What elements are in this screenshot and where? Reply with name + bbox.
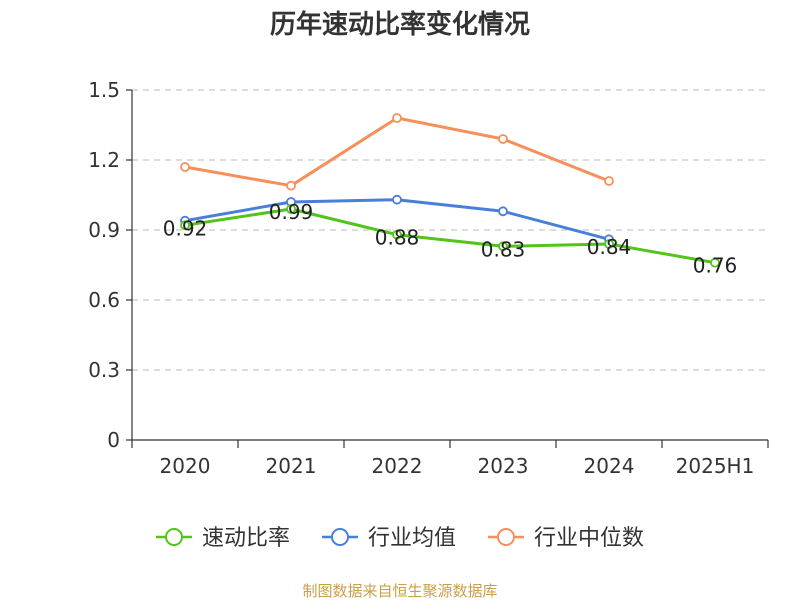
data-point [286, 204, 296, 214]
data-label: 0.88 [375, 226, 420, 250]
source-note: 制图数据来自恒生聚源数据库 [302, 582, 497, 600]
legend-swatch-marker [331, 528, 349, 546]
data-point [392, 113, 402, 123]
gridlines [132, 89, 768, 371]
data-point [180, 162, 190, 172]
y-tick-label: 0.6 [88, 288, 120, 312]
chart-title: 历年速动比率变化情况 [270, 9, 530, 40]
legend-item: 行业均值 [322, 526, 456, 551]
legend: 速动比率 行业均值 行业中位数 [156, 526, 644, 551]
legend-label: 行业中位数 [534, 526, 644, 551]
data-point [498, 206, 508, 217]
x-tick-label: 2020 [160, 454, 211, 478]
x-tick-label: 2025H1 [676, 454, 755, 478]
legend-item: 速动比率 [156, 526, 290, 551]
series-line [184, 207, 716, 265]
y-tick-label: 0 [107, 428, 120, 452]
data-label: 0.99 [269, 200, 314, 224]
series-layer [180, 113, 720, 268]
data-point [392, 229, 402, 240]
data-point [604, 176, 614, 186]
axes: 0 0.3 0.6 0.9 1.2 1.5 2020 2021 2022 2023 2024 2025… [88, 78, 769, 478]
series-line [184, 116, 610, 188]
x-tick-label: 2024 [584, 454, 635, 478]
legend-swatch-marker [497, 528, 515, 546]
x-tick-label: 2023 [478, 454, 529, 478]
legend-swatch-marker [165, 528, 183, 546]
legend-label: 速动比率 [202, 526, 290, 551]
data-label: 0.84 [587, 235, 632, 259]
legend-label: 行业均值 [368, 526, 456, 551]
data-label: 0.76 [693, 254, 738, 278]
y-tick-label: 1.5 [88, 78, 120, 102]
data-point [286, 180, 296, 191]
data-point [180, 220, 190, 231]
data-point [392, 194, 402, 205]
data-label: 0.92 [163, 216, 208, 240]
data-point [498, 134, 508, 144]
data-point [604, 239, 614, 249]
legend-item: 行业中位数 [488, 526, 644, 551]
data-labels: 0.92 0.99 0.88 0.83 0.84 0.76 [163, 200, 738, 278]
data-point [498, 241, 508, 252]
x-tick-label: 2021 [266, 454, 317, 478]
y-tick-label: 0.9 [88, 218, 120, 242]
x-tick-label: 2022 [372, 454, 423, 478]
y-tick-label: 1.2 [88, 148, 120, 172]
data-label: 0.83 [481, 237, 526, 261]
y-tick-label: 0.3 [88, 358, 120, 382]
data-point [710, 257, 720, 268]
